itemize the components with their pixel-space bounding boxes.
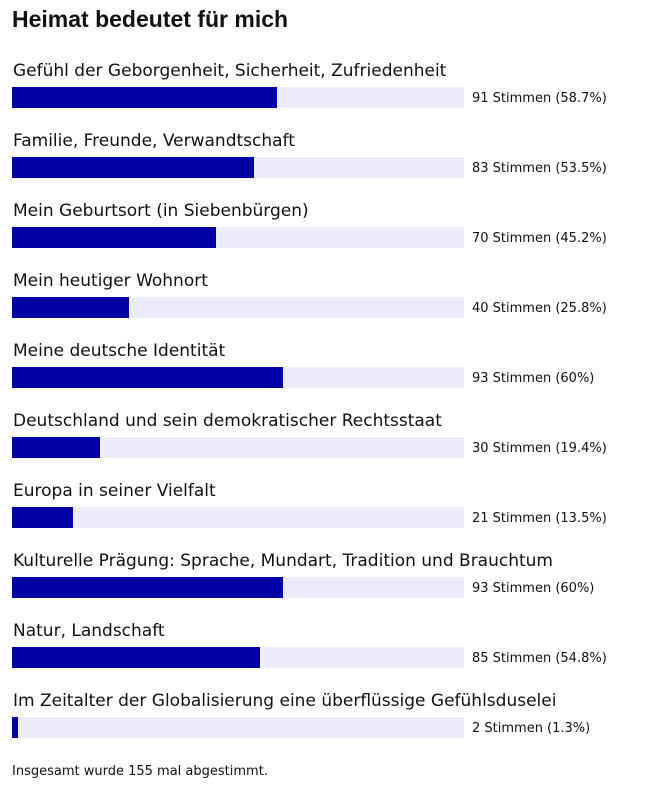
result-bar <box>12 577 284 598</box>
vote-count-label: 93 Stimmen (60%) <box>472 581 595 596</box>
question-label: Familie, Freunde, Verwandtschaft <box>13 131 295 151</box>
poll-question: Mein heutiger Wohnort 40 Stimmen (25.8%) <box>12 271 652 341</box>
question-label: Natur, Landschaft <box>13 621 165 641</box>
poll-question: Kulturelle Prägung: Sprache, Mundart, Tr… <box>12 551 652 621</box>
question-label: Im Zeitalter der Globalisierung eine übe… <box>13 691 557 711</box>
vote-count-label: 93 Stimmen (60%) <box>472 371 595 386</box>
question-label: Mein Geburtsort (in Siebenbürgen) <box>13 201 309 221</box>
poll-question: Gefühl der Geborgenheit, Sicherheit, Zuf… <box>12 61 652 131</box>
total-votes-text: Insgesamt wurde 155 mal abgestimmt. <box>12 764 268 779</box>
vote-count-label: 2 Stimmen (1.3%) <box>472 721 591 736</box>
poll-question: Deutschland und sein demokratischer Rech… <box>12 411 652 481</box>
bar-track <box>12 577 464 598</box>
poll-question: Familie, Freunde, Verwandtschaft 83 Stimm… <box>12 131 652 201</box>
result-bar <box>12 227 217 248</box>
poll-question: Natur, Landschaft 85 Stimmen (54.8%) <box>12 621 652 691</box>
question-label: Mein heutiger Wohnort <box>13 271 208 291</box>
question-label: Deutschland und sein demokratischer Rech… <box>13 411 442 431</box>
vote-count-label: 83 Stimmen (53.5%) <box>472 161 607 176</box>
question-label: Kulturelle Prägung: Sprache, Mundart, Tr… <box>13 551 553 571</box>
result-bar <box>12 157 254 178</box>
result-bar <box>12 437 100 458</box>
bar-track <box>12 367 464 388</box>
question-label: Meine deutsche Identität <box>13 341 226 361</box>
vote-count-label: 91 Stimmen (58.7%) <box>472 91 607 106</box>
poll-title: Heimat bedeutet für mich <box>12 6 289 32</box>
bar-track <box>12 227 464 248</box>
result-bar <box>12 87 278 108</box>
vote-count-label: 30 Stimmen (19.4%) <box>472 441 607 456</box>
result-bar <box>12 647 260 668</box>
question-label: Gefühl der Geborgenheit, Sicherheit, Zuf… <box>13 61 447 81</box>
result-bar <box>12 367 284 388</box>
result-bar <box>12 297 129 318</box>
result-bar <box>12 717 18 738</box>
bar-track <box>12 87 464 108</box>
poll-question: Im Zeitalter der Globalisierung eine übe… <box>12 691 652 761</box>
bar-track <box>12 157 464 178</box>
poll-question: Europa in seiner Vielfalt 21 Stimmen (13.… <box>12 481 652 551</box>
bar-track <box>12 507 464 528</box>
bar-track <box>12 647 464 668</box>
question-label: Europa in seiner Vielfalt <box>13 481 216 501</box>
result-bar <box>12 507 74 528</box>
bar-track <box>12 437 464 458</box>
vote-count-label: 21 Stimmen (13.5%) <box>472 511 607 526</box>
vote-count-label: 70 Stimmen (45.2%) <box>472 231 607 246</box>
vote-count-label: 85 Stimmen (54.8%) <box>472 651 607 666</box>
poll-question: Mein Geburtsort (in Siebenbürgen) 70 Stim… <box>12 201 652 271</box>
vote-count-label: 40 Stimmen (25.8%) <box>472 301 607 316</box>
bar-track <box>12 297 464 318</box>
bar-track <box>12 717 464 738</box>
poll-question: Meine deutsche Identität 93 Stimmen (60%) <box>12 341 652 411</box>
